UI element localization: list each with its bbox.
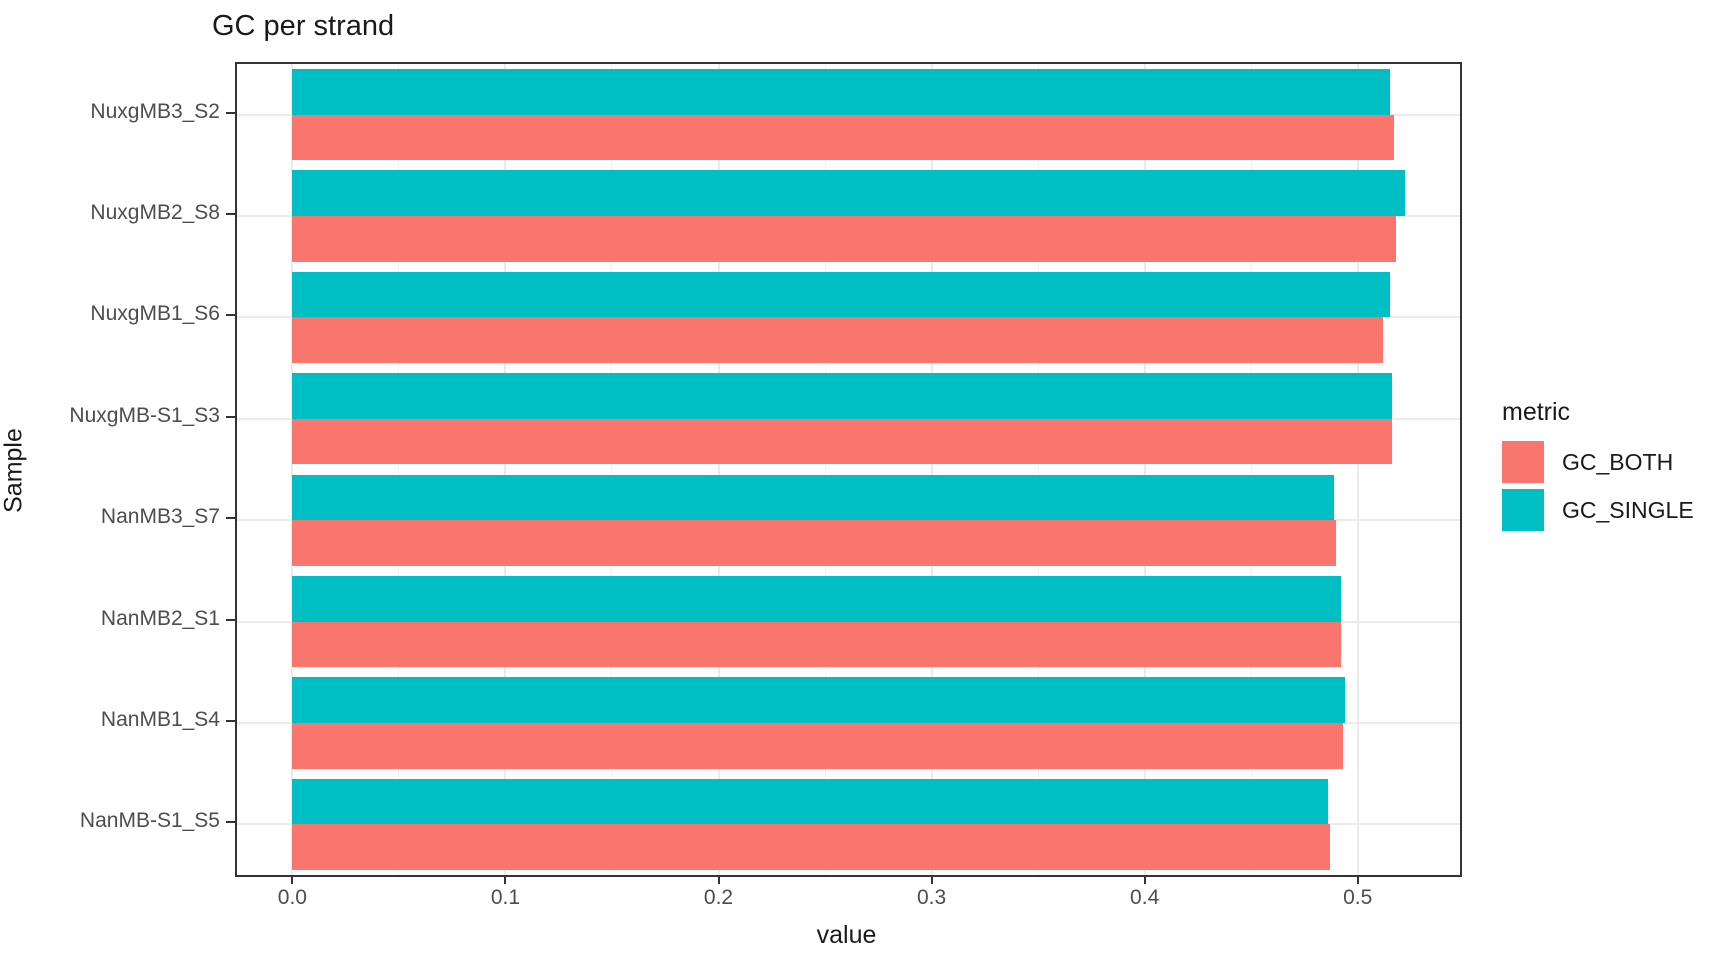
bar-gc-both [292,216,1397,262]
legend: metric GC_BOTH GC_SINGLE [1502,398,1694,537]
x-tick-mark [930,875,933,884]
gridline-minor [1037,64,1039,875]
y-tick-label: NuxgMB1_S6 [90,302,220,326]
x-tick-mark [1143,875,1146,884]
bar-gc-both [292,317,1384,364]
y-tick-label: NanMB-S1_S5 [79,809,220,833]
gridline-minor [1250,64,1252,875]
bar-gc-both [292,114,1394,161]
y-tick-label: NanMB1_S4 [100,707,220,731]
x-tick-label: 0.2 [703,886,734,909]
legend-label: GC_BOTH [1562,448,1674,475]
x-tick-mark [717,875,720,884]
bar-gc-single [292,69,1390,115]
y-tick-mark [226,719,235,722]
gridline-major [291,64,294,875]
legend-title: metric [1502,398,1571,426]
bar-gc-single [292,474,1335,521]
gridline-major [504,64,507,875]
bar-gc-single [292,677,1345,723]
x-tick-label: 0.3 [916,886,947,909]
y-tick-label: NanMB3_S7 [100,505,220,529]
x-tick-label: 0.4 [1130,886,1160,909]
gridline-minor [824,64,826,875]
bar-gc-both [292,520,1337,566]
bar-gc-both [292,722,1343,769]
bar-gc-single [292,778,1328,825]
legend-label: GC_SINGLE [1562,496,1694,523]
y-tick-label: NuxgMB3_S2 [90,99,220,123]
bar-gc-both [292,418,1392,465]
y-tick-mark [226,821,235,824]
y-tick-mark [226,618,235,621]
bar-gc-both [292,824,1331,870]
y-tick-mark [226,517,235,520]
x-tick-mark [504,875,507,884]
y-tick-mark [226,314,235,317]
legend-items: GC_BOTH GC_SINGLE [1502,441,1694,531]
legend-swatch-gc-single [1502,489,1544,531]
x-tick-mark [291,875,294,884]
chart-title: GC per strand [212,10,395,42]
y-tick-mark [226,111,235,114]
y-tick-label: NanMB2_S1 [100,606,220,630]
gridline-minor [611,64,613,875]
gridline-minor [398,64,400,875]
y-tick-label: NuxgMB-S1_S3 [69,403,220,427]
bar-gc-single [292,373,1392,419]
x-tick-label: 0.0 [277,886,307,909]
x-axis-title: value [816,921,877,949]
bar-gc-single [292,271,1390,318]
legend-item: GC_SINGLE [1502,489,1694,531]
legend-swatch-gc-both [1502,441,1544,483]
y-tick-mark [226,213,235,216]
bar-gc-single [292,170,1405,217]
y-tick-mark [226,415,235,418]
gridline-major [717,64,720,875]
gridline-major [1356,64,1359,875]
gridline-major [1143,64,1146,875]
bar-gc-both [292,621,1341,668]
bar-gc-single [292,575,1341,622]
x-tick-label: 0.5 [1343,886,1373,909]
y-tick-label: NuxgMB2_S8 [90,201,220,225]
plot-panel [235,62,1462,877]
x-tick-mark [1356,875,1359,884]
gridline-major [930,64,933,875]
legend-item: GC_BOTH [1502,441,1694,483]
x-tick-label: 0.1 [490,886,521,909]
